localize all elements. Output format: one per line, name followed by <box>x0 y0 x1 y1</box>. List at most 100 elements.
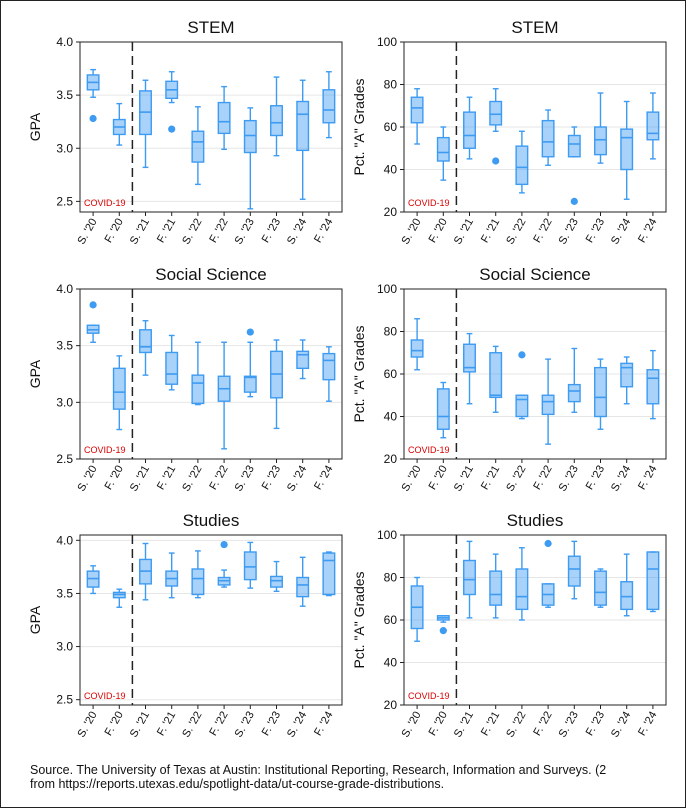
box-10 <box>322 346 336 402</box>
panel-title: Social Science <box>155 265 267 284</box>
panel-title: STEM <box>187 18 234 37</box>
box-6 <box>541 539 555 608</box>
x-tick-label: F. '21 <box>155 710 178 738</box>
box-6 <box>541 109 555 166</box>
panel-title: Studies <box>507 511 564 530</box>
outlier-point <box>439 627 447 635</box>
box-3 <box>139 79 152 169</box>
y-tick-label: 60 <box>384 367 398 381</box>
source-line-2: from https://reports.utexas.edu/spotligh… <box>30 777 445 791</box>
y-tick-label: 20 <box>384 205 398 219</box>
x-tick-label: F. '23 <box>260 710 283 738</box>
plot-area <box>403 41 667 213</box>
box-2 <box>112 355 126 431</box>
x-tick-label: S. '22 <box>504 710 528 740</box>
x-tick-label: S. '21 <box>128 464 152 494</box>
y-axis-label: Pct. "A" Grades <box>351 78 367 175</box>
box-iqr <box>489 570 503 606</box>
x-tick-label: S. '21 <box>452 464 476 494</box>
y-tick-label: 40 <box>384 656 398 670</box>
covid-annotation: COVID-19 <box>408 445 450 455</box>
covid-annotation: COVID-19 <box>84 691 126 701</box>
box-iqr <box>515 145 529 186</box>
box-4 <box>489 345 503 413</box>
box-iqr <box>515 568 529 611</box>
box-6 <box>217 85 231 151</box>
x-tick-label: F. '23 <box>584 710 607 738</box>
box-6 <box>217 341 231 450</box>
x-tick-label: F. '21 <box>479 217 502 245</box>
box-1 <box>410 88 424 145</box>
plot-area <box>403 534 667 706</box>
x-tick-label: S. '20 <box>399 217 423 247</box>
x-tick-label: F. '21 <box>479 710 502 738</box>
box-iqr <box>463 559 476 596</box>
box-9 <box>620 553 634 617</box>
x-tick-label: S. '22 <box>504 464 528 494</box>
covid-annotation: COVID-19 <box>408 691 450 701</box>
box-iqr <box>296 100 310 152</box>
box-iqr <box>620 128 634 171</box>
x-tick-label: F. '20 <box>103 710 126 738</box>
box-2 <box>436 126 450 181</box>
x-tick-label: S. '23 <box>233 216 257 246</box>
box-iqr <box>594 366 607 418</box>
x-tick-label: F. '20 <box>427 710 450 738</box>
x-tick-label: S. '22 <box>180 464 204 494</box>
x-tick-label: F. '22 <box>207 710 230 738</box>
box-7 <box>243 328 257 398</box>
y-tick-label: 80 <box>384 325 398 339</box>
box-iqr <box>541 119 555 158</box>
y-tick-label: 3.0 <box>56 640 73 654</box>
plot-area <box>79 534 343 706</box>
box-iqr <box>270 575 283 588</box>
x-tick-label: F. '22 <box>531 217 554 245</box>
x-tick-label: S. '24 <box>285 710 309 740</box>
outlier-point <box>168 125 176 133</box>
x-tick-label: S. '21 <box>452 710 476 740</box>
box-iqr <box>463 111 476 149</box>
panel-title: Studies <box>183 511 240 530</box>
x-tick-label: S. '20 <box>399 710 423 740</box>
outlier-point <box>246 328 254 336</box>
y-tick-label: 2.5 <box>56 194 73 208</box>
box-3 <box>139 320 152 376</box>
box-iqr <box>620 581 634 611</box>
box-3 <box>463 540 476 619</box>
box-iqr <box>165 351 179 385</box>
box-2 <box>112 102 126 146</box>
box-8 <box>270 560 283 593</box>
box-5 <box>191 106 205 186</box>
box-iqr <box>296 350 310 370</box>
box-7 <box>567 540 581 600</box>
y-axis-label: GPA <box>27 359 43 388</box>
box-4 <box>165 552 179 599</box>
plot-area <box>79 288 343 460</box>
box-iqr <box>217 101 231 135</box>
x-tick-label: F. '24 <box>312 217 335 245</box>
box-iqr <box>489 352 503 399</box>
x-tick-label: F. '20 <box>427 217 450 245</box>
x-tick-label: F. '22 <box>531 710 554 738</box>
box-4 <box>165 71 179 133</box>
plot-area <box>403 288 667 460</box>
box-iqr <box>243 551 257 581</box>
box-iqr <box>112 367 126 410</box>
x-tick-label: S. '24 <box>285 464 309 494</box>
box-4 <box>165 334 179 391</box>
chart-panel-4: 20 40 60 80 100 Social Science Pct. "A" Grades… <box>351 265 667 494</box>
box-iqr <box>191 568 205 596</box>
x-tick-label: S. '21 <box>128 217 152 247</box>
x-tick-label: S. '22 <box>180 710 204 740</box>
box-10 <box>322 551 336 597</box>
box-iqr <box>541 394 555 416</box>
plot-area <box>79 41 343 213</box>
panel-title: Social Science <box>479 265 591 284</box>
x-tick-label: F. '24 <box>636 710 659 738</box>
x-tick-label: S. '23 <box>557 217 581 247</box>
box-10 <box>322 71 336 139</box>
box-6 <box>541 358 555 445</box>
outlier-point <box>220 540 228 549</box>
